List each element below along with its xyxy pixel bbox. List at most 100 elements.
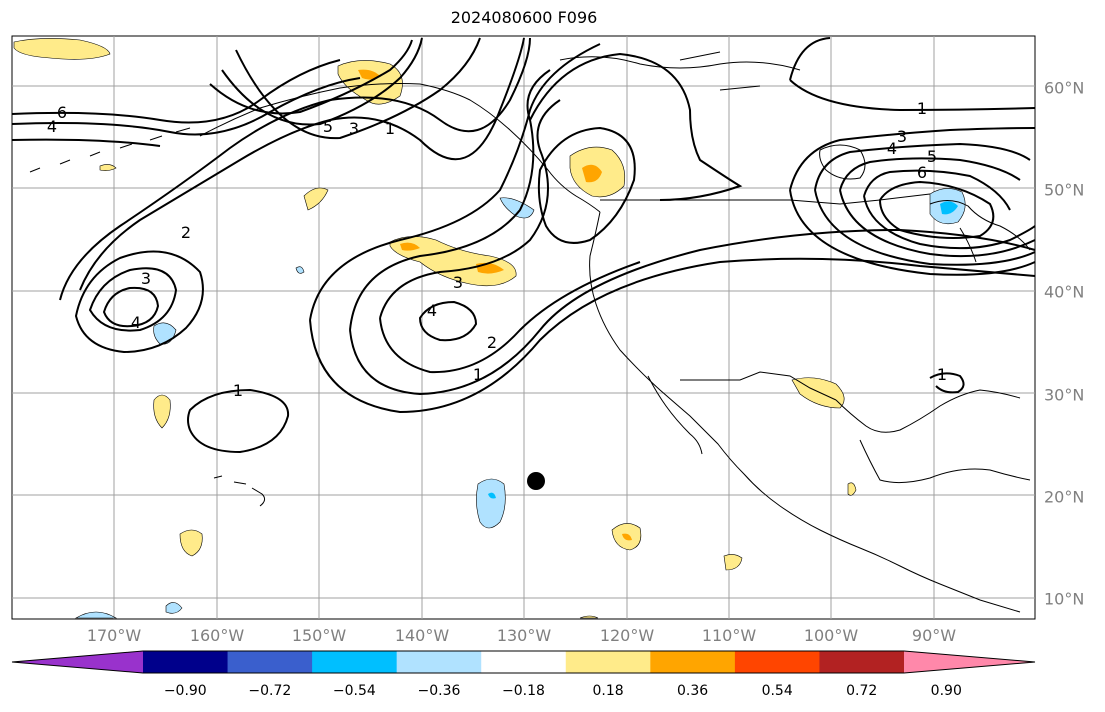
colorbar-extend-low xyxy=(12,651,143,673)
colorbar-tick-label: 0.72 xyxy=(846,683,878,699)
contour-east-inner xyxy=(878,180,995,239)
lat-tick-label: 60°N xyxy=(1044,78,1085,98)
contour-4-central xyxy=(418,300,478,342)
contour-label: 3 xyxy=(897,127,907,146)
hudson-bay xyxy=(819,144,866,180)
colorbar-segment xyxy=(819,651,905,673)
storm-position-dot xyxy=(527,472,545,490)
shade-positive xyxy=(153,394,171,429)
shade-positive-strong xyxy=(400,242,420,251)
contour-label: 1 xyxy=(937,365,947,384)
contour-east-close-a xyxy=(863,195,1036,250)
shade-negative xyxy=(74,611,118,619)
contour-label: 4 xyxy=(131,313,141,332)
contour-6-nw xyxy=(11,59,341,124)
contour-label: 1 xyxy=(385,119,395,138)
contour-1-east xyxy=(789,37,1036,112)
contour-1-west-lobe xyxy=(59,37,531,301)
contour-outer-west xyxy=(74,250,204,354)
shade-positive xyxy=(99,164,117,171)
contour-3-n xyxy=(221,37,423,126)
contour-4-east xyxy=(814,142,1031,191)
shade-negative xyxy=(476,478,506,529)
contour-label: 6 xyxy=(917,163,927,182)
colorbar-segment xyxy=(650,651,736,673)
contour-east-close-c xyxy=(814,189,1036,266)
contour-label: 4 xyxy=(47,117,57,136)
contour-label: 2 xyxy=(487,333,497,352)
shade-negative-strong xyxy=(488,492,496,499)
shade-positive xyxy=(389,236,517,287)
contour-2-west-lobe xyxy=(79,37,525,291)
colorbar-segment xyxy=(396,651,482,673)
contour-1-closed xyxy=(187,388,290,454)
us-canada-border xyxy=(600,193,931,205)
lon-tick-label: 130°W xyxy=(496,626,552,645)
contour-label: 1 xyxy=(917,99,927,118)
contour-label: 2 xyxy=(181,223,191,242)
contour-3-central-b xyxy=(379,261,641,374)
us-mexico-border xyxy=(680,371,837,401)
colorbar-tick-label: 0.36 xyxy=(677,683,709,699)
contour-loop-alaska xyxy=(529,52,743,201)
shade-positive-strong xyxy=(582,164,602,183)
shade-negative xyxy=(165,602,183,614)
colorbar-tick-label: −0.72 xyxy=(248,683,292,699)
lon-tick-label: 100°W xyxy=(803,626,859,645)
colorbar-tick-label: −0.54 xyxy=(332,683,376,699)
contour-label: 5 xyxy=(927,147,937,166)
contour-label: 4 xyxy=(887,139,897,158)
shade-positive xyxy=(723,554,743,571)
yucatan-coast xyxy=(859,439,1031,484)
lat-tick-label: 10°N xyxy=(1044,589,1085,609)
colorbar-tick-label: 0.18 xyxy=(592,683,624,699)
contour-label: 5 xyxy=(323,117,333,136)
shade-positive-strong xyxy=(622,533,632,541)
lon-tick-label: 90°W xyxy=(911,626,957,645)
colorbar-tick-label: 0.90 xyxy=(930,683,962,699)
colorbar xyxy=(11,650,1036,674)
contour-3-west-closed xyxy=(88,267,178,332)
contour-2-central-b xyxy=(349,228,1036,396)
contour-label: 1 xyxy=(233,381,243,400)
shade-positive xyxy=(13,38,111,60)
contour-4-nw2 xyxy=(11,138,161,147)
lon-tick-label: 120°W xyxy=(599,626,655,645)
colorbar-segment xyxy=(565,651,651,673)
colorbar-tick-label: −0.90 xyxy=(163,683,207,699)
colorbar-tick-label: −0.36 xyxy=(417,683,461,699)
contour-lines xyxy=(11,37,1036,454)
shade-negative xyxy=(499,197,535,219)
contour-6-east xyxy=(863,169,1011,211)
lat-tick-label: 40°N xyxy=(1044,282,1085,302)
shade-positive xyxy=(847,482,857,496)
west-coast-north-america xyxy=(589,211,1021,613)
shade-positive xyxy=(179,529,203,557)
shade-positive xyxy=(579,615,599,619)
contour-4-nw xyxy=(11,77,361,136)
contour-1-n xyxy=(235,37,481,140)
colorbar-segment xyxy=(312,651,398,673)
coastlines xyxy=(29,51,1031,613)
contour-label: 3 xyxy=(141,269,151,288)
colorbar-segment xyxy=(143,651,229,673)
contour-1-gulf xyxy=(929,372,965,394)
colorbar-segment xyxy=(734,651,820,673)
colorbar-segment xyxy=(481,651,567,673)
contour-label: 3 xyxy=(349,119,359,138)
contour-2-central xyxy=(349,69,551,331)
lon-tick-label: 150°W xyxy=(291,626,347,645)
lon-tick-label: 170°W xyxy=(86,626,142,645)
lon-tick-label: 140°W xyxy=(394,626,450,645)
contour-label: 3 xyxy=(453,273,463,292)
contour-loop-bc xyxy=(537,126,636,244)
contour-label-group: 6 4 5 3 1 2 3 4 1 4 3 2 1 1 3 4 5 6 1 xyxy=(47,99,947,400)
contour-label: 4 xyxy=(427,301,437,320)
shade-negative-strong xyxy=(940,201,958,215)
contour-1-central-b xyxy=(309,257,1036,414)
colorbar-extend-high xyxy=(904,651,1035,673)
aleutian-islands xyxy=(29,127,191,173)
colorbar-outline xyxy=(11,650,1036,674)
colorbar-tick-label: 0.54 xyxy=(761,683,793,699)
